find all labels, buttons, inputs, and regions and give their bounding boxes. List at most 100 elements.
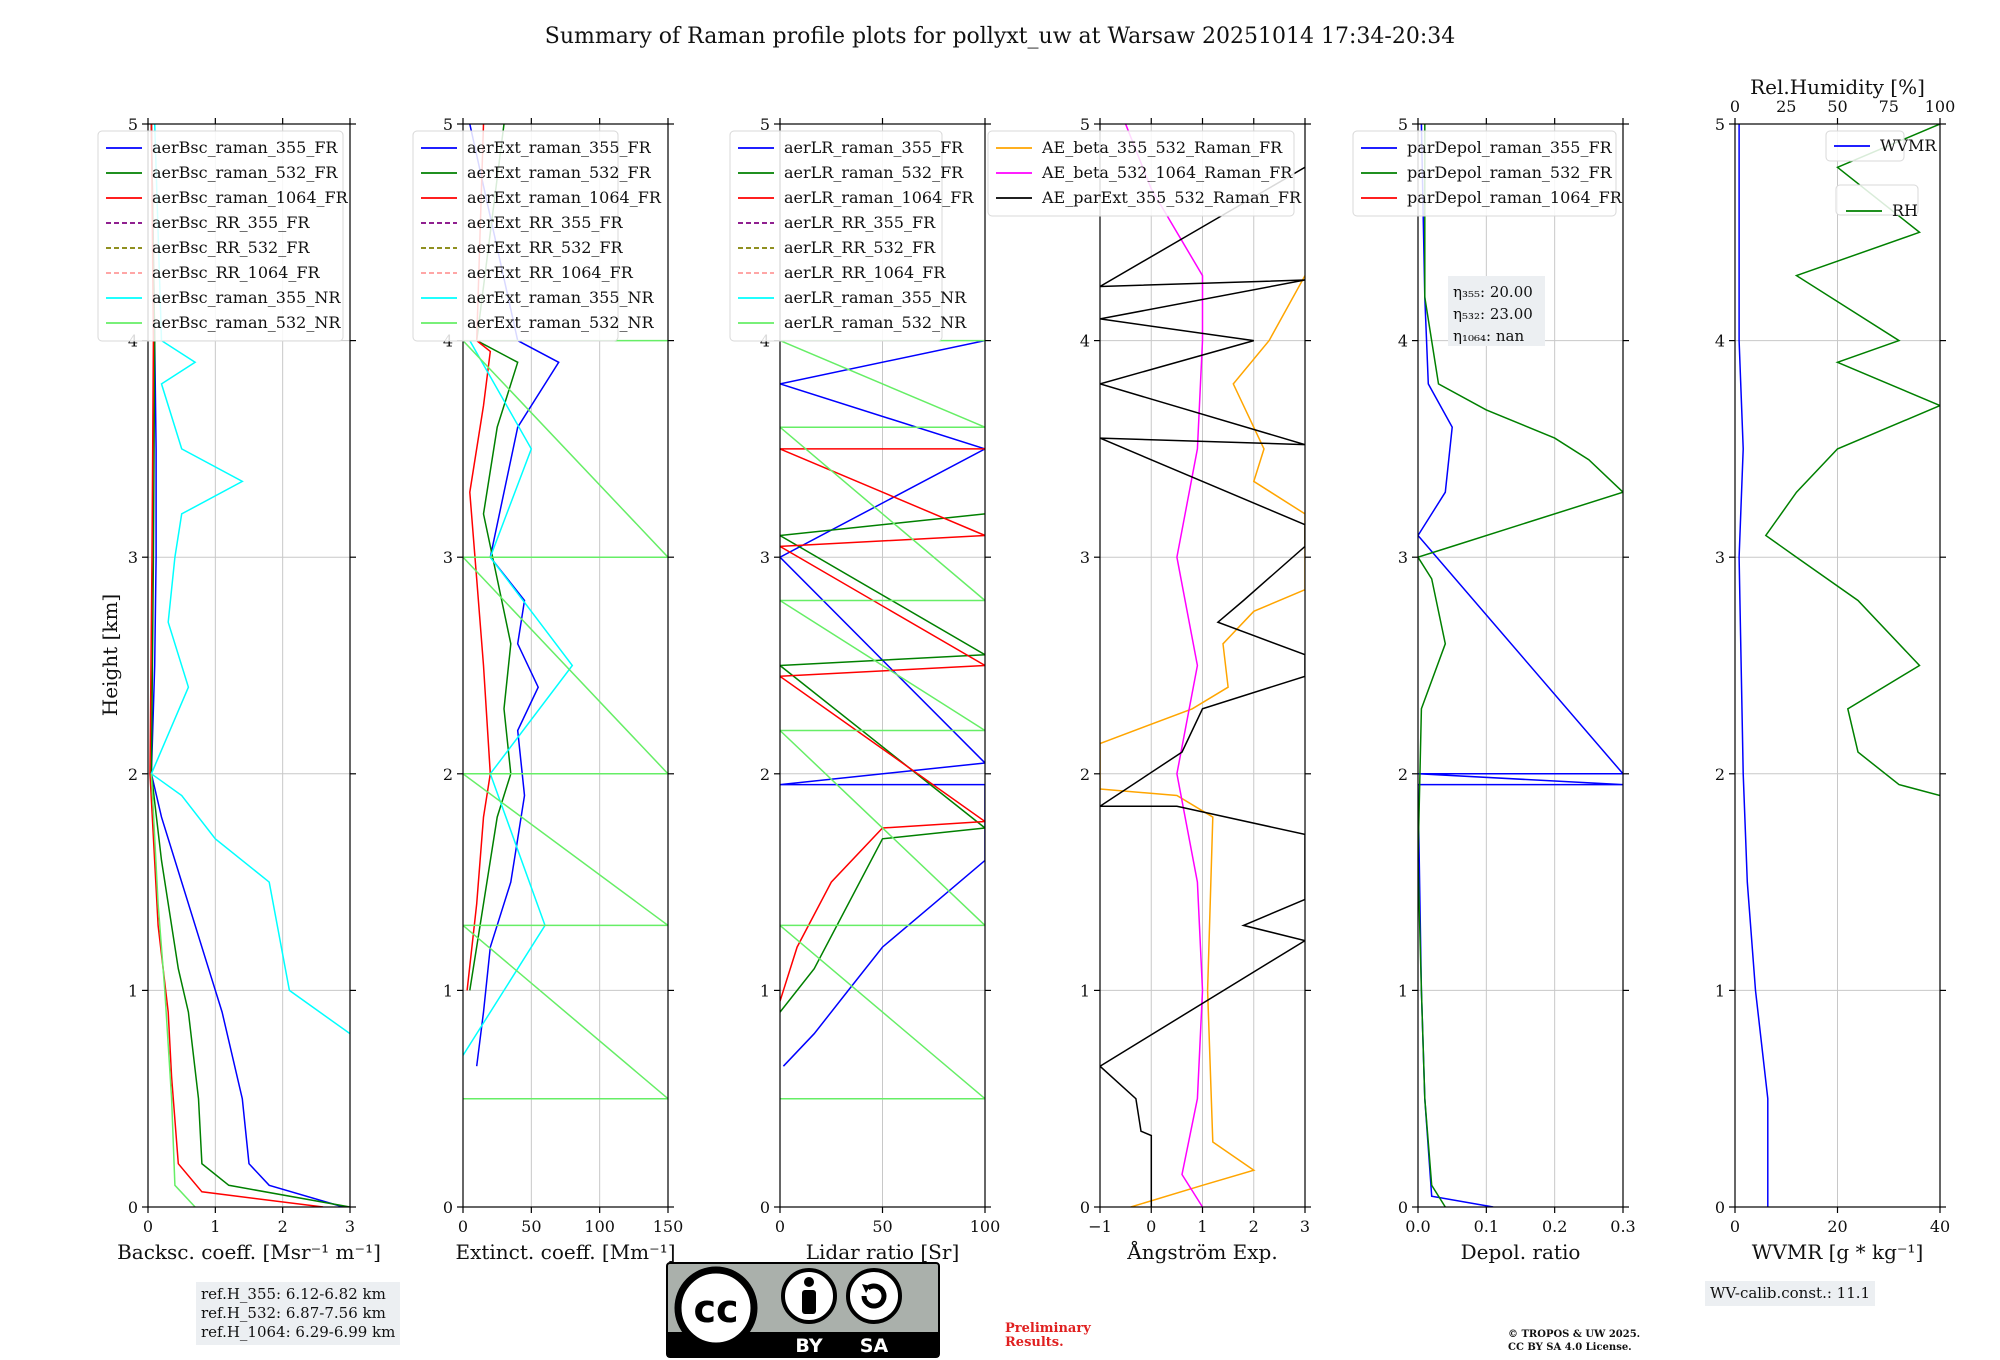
panel-lidar_ratio: 050100012345Lidar ratio [Sr]aerLR_raman_… [729, 115, 1001, 1264]
series-ae-parext-355-532-raman-fr [1100, 166, 1305, 1207]
series-pardepol-raman-532-fr [1418, 124, 1623, 1207]
series-aerbsc-raman-355-nr [150, 124, 350, 1035]
x-tick-label: 40 [1930, 1217, 1950, 1236]
x-tick-label: 0 [1730, 1217, 1740, 1236]
x-axis-label: Depol. ratio [1461, 1240, 1581, 1264]
legend-label: aerBsc_raman_355_FR [152, 138, 338, 157]
legend-box [97, 130, 344, 342]
legend-label: aerBsc_RR_532_FR [152, 238, 310, 257]
series-aerext-raman-1064-fr [466, 124, 492, 991]
copyright-line-1: © TROPOS & UW 2025. [1508, 1329, 1641, 1340]
y-tick-label: 3 [1080, 548, 1090, 567]
series-ae-beta-532-1064-raman-fr [1124, 124, 1204, 1207]
legend: AE_beta_355_532_Raman_FR AE_beta_532_1064… [987, 130, 1302, 217]
legend-label: aerBsc_RR_355_FR [152, 213, 310, 232]
cc-by-sa-badge: cc BY SA [666, 1262, 940, 1358]
series-aerext-raman-532-nr [463, 339, 668, 1100]
series-group [1100, 124, 1305, 1207]
series-aerlr-raman-1064-fr [780, 448, 985, 1002]
top-x-tick-label: 100 [1925, 97, 1956, 116]
series-aerlr-raman-532-nr [780, 339, 985, 1100]
legend-box-rh [1835, 184, 1919, 216]
x-tick-label: 0.2 [1542, 1217, 1567, 1236]
legend-label: WVMR [1880, 136, 1937, 155]
preliminary-results-note: Preliminary Results. [1005, 1322, 1091, 1350]
y-tick-label: 5 [1398, 115, 1408, 134]
y-tick-label: 5 [128, 115, 138, 134]
series-aerbsc-raman-532-fr [150, 124, 350, 1207]
legend-label: aerExt_RR_355_FR [467, 213, 624, 232]
legend-label: aerExt_RR_1064_FR [467, 263, 634, 282]
legend-label: aerLR_raman_1064_FR [784, 188, 974, 207]
y-tick-label: 5 [760, 115, 770, 134]
legend-label: aerBsc_raman_532_NR [152, 313, 341, 332]
series-group [1418, 124, 1623, 1207]
x-tick-label: 0 [775, 1217, 785, 1236]
x-tick-label: 0.1 [1474, 1217, 1499, 1236]
y-tick-label: 2 [443, 765, 453, 784]
wv-calibration-constant: WV-calib.const.: 11.1 [1710, 1284, 1871, 1302]
series-aerext-raman-355-fr [469, 124, 560, 1067]
y-tick-label: 3 [1398, 548, 1408, 567]
x-tick-label: 0 [143, 1217, 153, 1236]
figure-title: Summary of Raman profile plots for polly… [545, 24, 1455, 49]
legend-label: aerBsc_raman_355_NR [152, 288, 341, 307]
legend: aerBsc_raman_355_FR aerBsc_raman_532_FRae… [97, 130, 349, 342]
legend-label: aerLR_raman_355_NR [784, 288, 967, 307]
series-rh [1764, 124, 1940, 797]
ref-height-532: ref.H_532: 6.87-7.56 km [201, 1304, 386, 1322]
eta-annotation-line: η₁₀₆₄: nan [1453, 327, 1524, 345]
series-group [780, 339, 985, 1100]
wv-calibration-box: WV-calib.const.: 11.1 [1705, 1281, 1876, 1306]
y-tick-label: 1 [1398, 981, 1408, 1000]
x-tick-label: 3 [1300, 1217, 1310, 1236]
legend-label: aerLR_raman_355_FR [784, 138, 964, 157]
legend-box [987, 130, 1295, 217]
ref-height-1064: ref.H_1064: 6.29-6.99 km [201, 1323, 396, 1341]
y-tick-label: 3 [128, 548, 138, 567]
preliminary-line-1: Preliminary [1005, 1321, 1091, 1336]
ref-height-355: ref.H_355: 6.12-6.82 km [201, 1285, 386, 1303]
y-tick-label: 4 [1080, 332, 1090, 351]
y-tick-label: 2 [1080, 765, 1090, 784]
y-tick-label: 5 [1715, 115, 1725, 134]
legend-label: aerLR_raman_532_NR [784, 313, 967, 332]
x-axis-label: Ångström Exp. [1126, 1239, 1277, 1264]
legend-label: aerLR_RR_532_FR [784, 238, 936, 257]
legend-label: RH [1892, 201, 1918, 220]
x-tick-label: 0.3 [1610, 1217, 1635, 1236]
by-label: BY [795, 1335, 822, 1357]
legend: parDepol_raman_355_FR parDepol_raman_532_… [1352, 130, 1623, 217]
x-axis-label: Backsc. coeff. [Msr⁻¹ m⁻¹] [117, 1240, 381, 1264]
top-x-tick-label: 50 [1827, 97, 1847, 116]
x-tick-label: 1 [210, 1217, 220, 1236]
axes-frame [462, 123, 669, 1208]
legend: WVMR RH [1825, 130, 1937, 220]
legend-label: parDepol_raman_355_FR [1407, 138, 1613, 157]
panel-wvmr: 0 20 40 0 1 2 3 4 5 WVMR [g * kg⁻¹] 0 25 50 75 100Rel.… [1715, 75, 1955, 1264]
legend-label: aerBsc_raman_532_FR [152, 163, 338, 182]
legend-box [412, 130, 619, 342]
legend-label: AE_parExt_355_532_Raman_FR [1041, 188, 1302, 207]
x-tick-label: 100 [584, 1217, 615, 1236]
top-x-tick-label: 0 [1730, 97, 1740, 116]
legend-label: aerExt_raman_532_FR [467, 163, 652, 182]
top-x-axis-label: Rel.Humidity [%] [1750, 75, 1925, 99]
x-axis-label: Lidar ratio [Sr] [806, 1240, 960, 1264]
x-tick-label: 2 [278, 1217, 288, 1236]
axes-frame [147, 123, 351, 1208]
legend-label: aerBsc_RR_1064_FR [152, 263, 321, 282]
panel-extinction: 050100150012345Extinct. coeff. [Mm⁻¹]aer… [412, 115, 683, 1264]
axes-frame [1417, 123, 1624, 1208]
legend: aerExt_raman_355_FR aerExt_raman_532_FRae… [412, 130, 662, 342]
series-aerbsc-raman-355-fr [150, 124, 344, 1207]
series-aerbsc-raman-532-nr [150, 773, 196, 1207]
series-aerext-raman-355-nr [463, 340, 574, 1056]
legend-label: AE_beta_532_1064_Raman_FR [1041, 163, 1293, 182]
y-tick-label: 4 [1398, 332, 1408, 351]
x-tick-label: 100 [970, 1217, 1001, 1236]
x-tick-label: 50 [872, 1217, 892, 1236]
legend: aerLR_raman_355_FR aerLR_raman_532_FR aerL… [729, 130, 974, 342]
series-wvmr [1738, 124, 1769, 1207]
